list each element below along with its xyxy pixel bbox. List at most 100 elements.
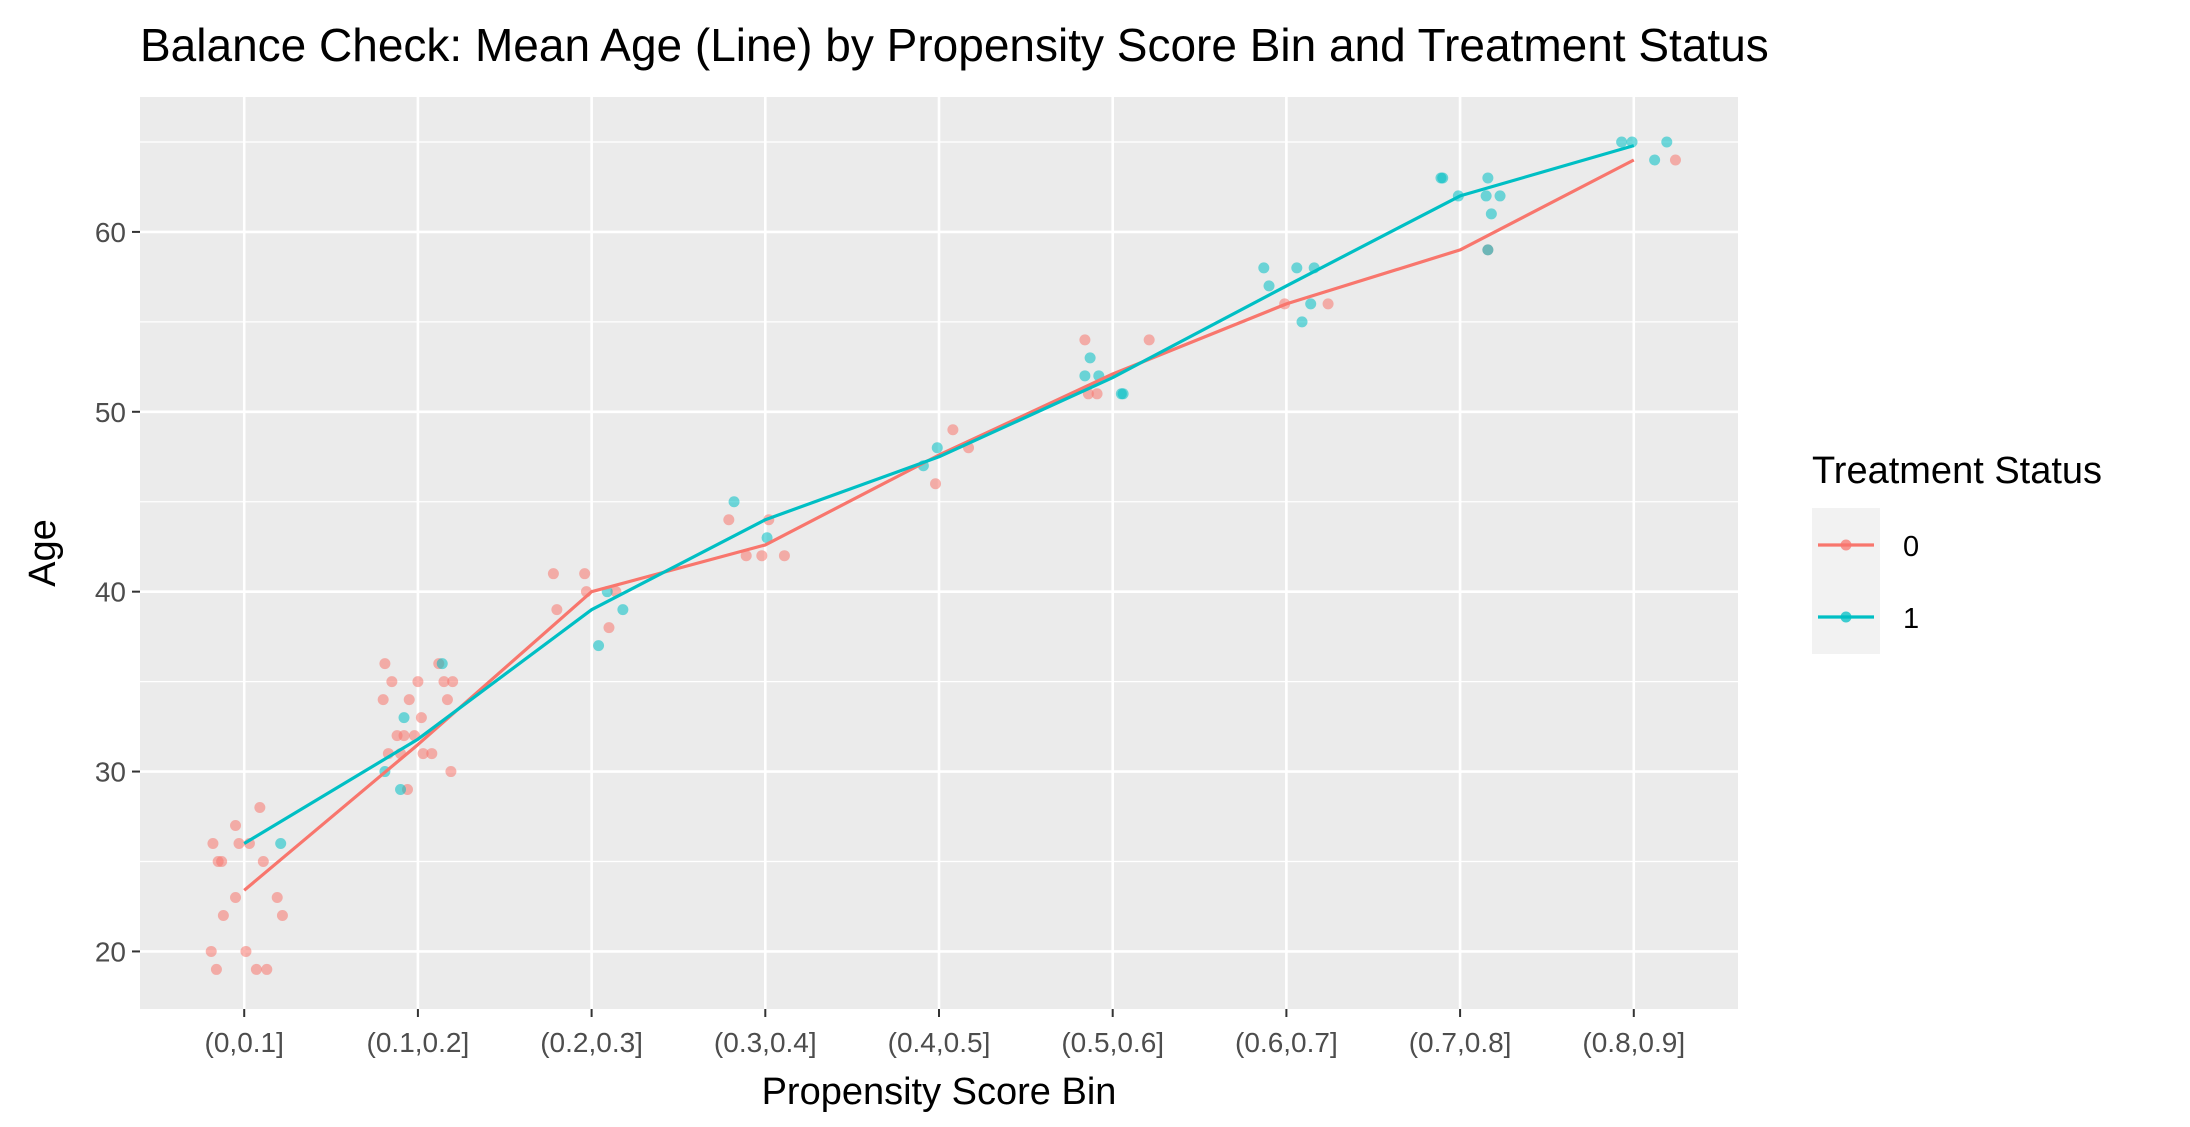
data-point-series-1 <box>1485 208 1497 220</box>
x-tick-label: (0.6,0.7] <box>1235 1027 1338 1058</box>
data-point-series-1 <box>1482 172 1494 184</box>
data-point-series-0 <box>398 730 410 742</box>
data-point-series-0 <box>1079 334 1091 346</box>
data-point-series-1 <box>1117 388 1129 400</box>
data-point-series-0 <box>1091 388 1103 400</box>
data-point-series-0 <box>250 963 262 975</box>
data-point-series-0 <box>230 891 242 903</box>
legend-label-1: 1 <box>1903 603 1919 635</box>
data-point-series-0 <box>930 478 942 490</box>
legend: Treatment Status 0 1 <box>1812 450 2102 654</box>
data-point-series-1 <box>1291 262 1303 274</box>
data-point-series-0 <box>441 694 453 706</box>
data-point-series-0 <box>205 945 217 957</box>
data-point-series-0 <box>947 424 959 436</box>
y-axis-ticks: 20 30 40 50 60 <box>95 217 140 967</box>
data-point-series-1 <box>1494 190 1506 202</box>
data-point-series-1 <box>395 784 407 796</box>
legend-key-background <box>1812 508 1880 654</box>
mean-line-series-0 <box>243 158 1635 892</box>
data-point-series-0 <box>230 820 242 832</box>
data-point-series-0 <box>447 676 459 688</box>
x-axis-ticks: (0,0.1] (0.1,0.2] (0.2,0.3] (0.3,0.4] (0.4,0… <box>205 1009 1685 1058</box>
data-point-series-1 <box>1482 244 1494 256</box>
data-point-series-0 <box>579 568 591 580</box>
data-point-series-0 <box>240 945 252 957</box>
x-tick-label: (0.7,0.8] <box>1409 1027 1512 1058</box>
data-point-series-0 <box>551 604 563 616</box>
data-point-series-0 <box>740 550 752 562</box>
y-tick-label: 60 <box>95 217 126 248</box>
data-point-series-0 <box>778 550 790 562</box>
data-point-series-0 <box>379 658 391 670</box>
data-point-series-0 <box>257 855 269 867</box>
x-tick-label: (0.1,0.2] <box>367 1027 470 1058</box>
legend-title: Treatment Status <box>1812 450 2102 492</box>
data-point-series-0 <box>403 694 415 706</box>
data-point-series-0 <box>254 802 266 814</box>
data-point-series-0 <box>1669 154 1681 166</box>
series-points <box>205 136 1681 975</box>
data-point-series-0 <box>445 766 457 778</box>
data-point-series-0 <box>417 748 429 760</box>
y-tick-label: 20 <box>95 936 126 967</box>
legend-key-point-1 <box>1840 611 1852 623</box>
legend-label-0: 0 <box>1903 531 1919 563</box>
data-point-series-1 <box>1480 190 1492 202</box>
series-lines <box>243 144 1635 892</box>
data-point-series-0 <box>210 963 222 975</box>
data-point-series-0 <box>217 909 229 921</box>
y-tick-label: 30 <box>95 757 126 788</box>
x-tick-label: (0,0.1] <box>205 1027 284 1058</box>
data-point-series-1 <box>728 496 740 508</box>
data-point-series-0 <box>216 855 228 867</box>
data-point-series-1 <box>1079 370 1091 382</box>
data-point-series-0 <box>547 568 559 580</box>
data-point-series-0 <box>603 622 615 634</box>
data-point-series-0 <box>386 676 398 688</box>
data-point-series-0 <box>1322 298 1334 310</box>
data-point-series-1 <box>1305 298 1317 310</box>
data-point-series-1 <box>398 712 410 724</box>
x-tick-label: (0.4,0.5] <box>888 1027 991 1058</box>
data-point-series-1 <box>1263 280 1275 292</box>
y-tick-label: 50 <box>95 397 126 428</box>
data-point-series-1 <box>1626 136 1638 148</box>
data-point-series-1 <box>436 658 448 670</box>
x-tick-label: (0.3,0.4] <box>714 1027 817 1058</box>
data-point-series-1 <box>275 838 287 850</box>
data-point-series-1 <box>1084 352 1096 364</box>
x-tick-label: (0.2,0.3] <box>540 1027 643 1058</box>
data-point-series-0 <box>438 676 450 688</box>
data-point-series-1 <box>1258 262 1270 274</box>
y-axis-title: Age <box>22 519 64 587</box>
chart-title: Balance Check: Mean Age (Line) by Propen… <box>140 19 1769 71</box>
mean-line-series-1 <box>243 144 1635 845</box>
data-point-series-1 <box>1437 172 1449 184</box>
legend-key-point-0 <box>1840 539 1852 551</box>
data-point-series-0 <box>1143 334 1155 346</box>
data-point-series-0 <box>271 891 283 903</box>
data-point-series-1 <box>931 442 943 454</box>
data-point-series-1 <box>1661 136 1673 148</box>
data-point-series-0 <box>723 514 735 526</box>
data-point-series-0 <box>415 712 427 724</box>
data-point-series-1 <box>1649 154 1661 166</box>
x-tick-label: (0.8,0.9] <box>1582 1027 1685 1058</box>
data-point-series-1 <box>761 532 773 544</box>
data-point-series-0 <box>756 550 768 562</box>
data-point-series-0 <box>233 838 245 850</box>
y-tick-label: 40 <box>95 577 126 608</box>
data-point-series-1 <box>617 604 629 616</box>
data-point-series-1 <box>593 640 605 652</box>
data-point-series-1 <box>1616 136 1628 148</box>
data-point-series-0 <box>261 963 273 975</box>
x-tick-label: (0.5,0.6] <box>1061 1027 1164 1058</box>
data-point-series-1 <box>1296 316 1308 328</box>
x-axis-title: Propensity Score Bin <box>762 1071 1117 1113</box>
data-point-series-0 <box>412 676 424 688</box>
data-point-series-0 <box>207 838 219 850</box>
data-point-series-0 <box>426 748 438 760</box>
data-point-series-0 <box>276 909 288 921</box>
